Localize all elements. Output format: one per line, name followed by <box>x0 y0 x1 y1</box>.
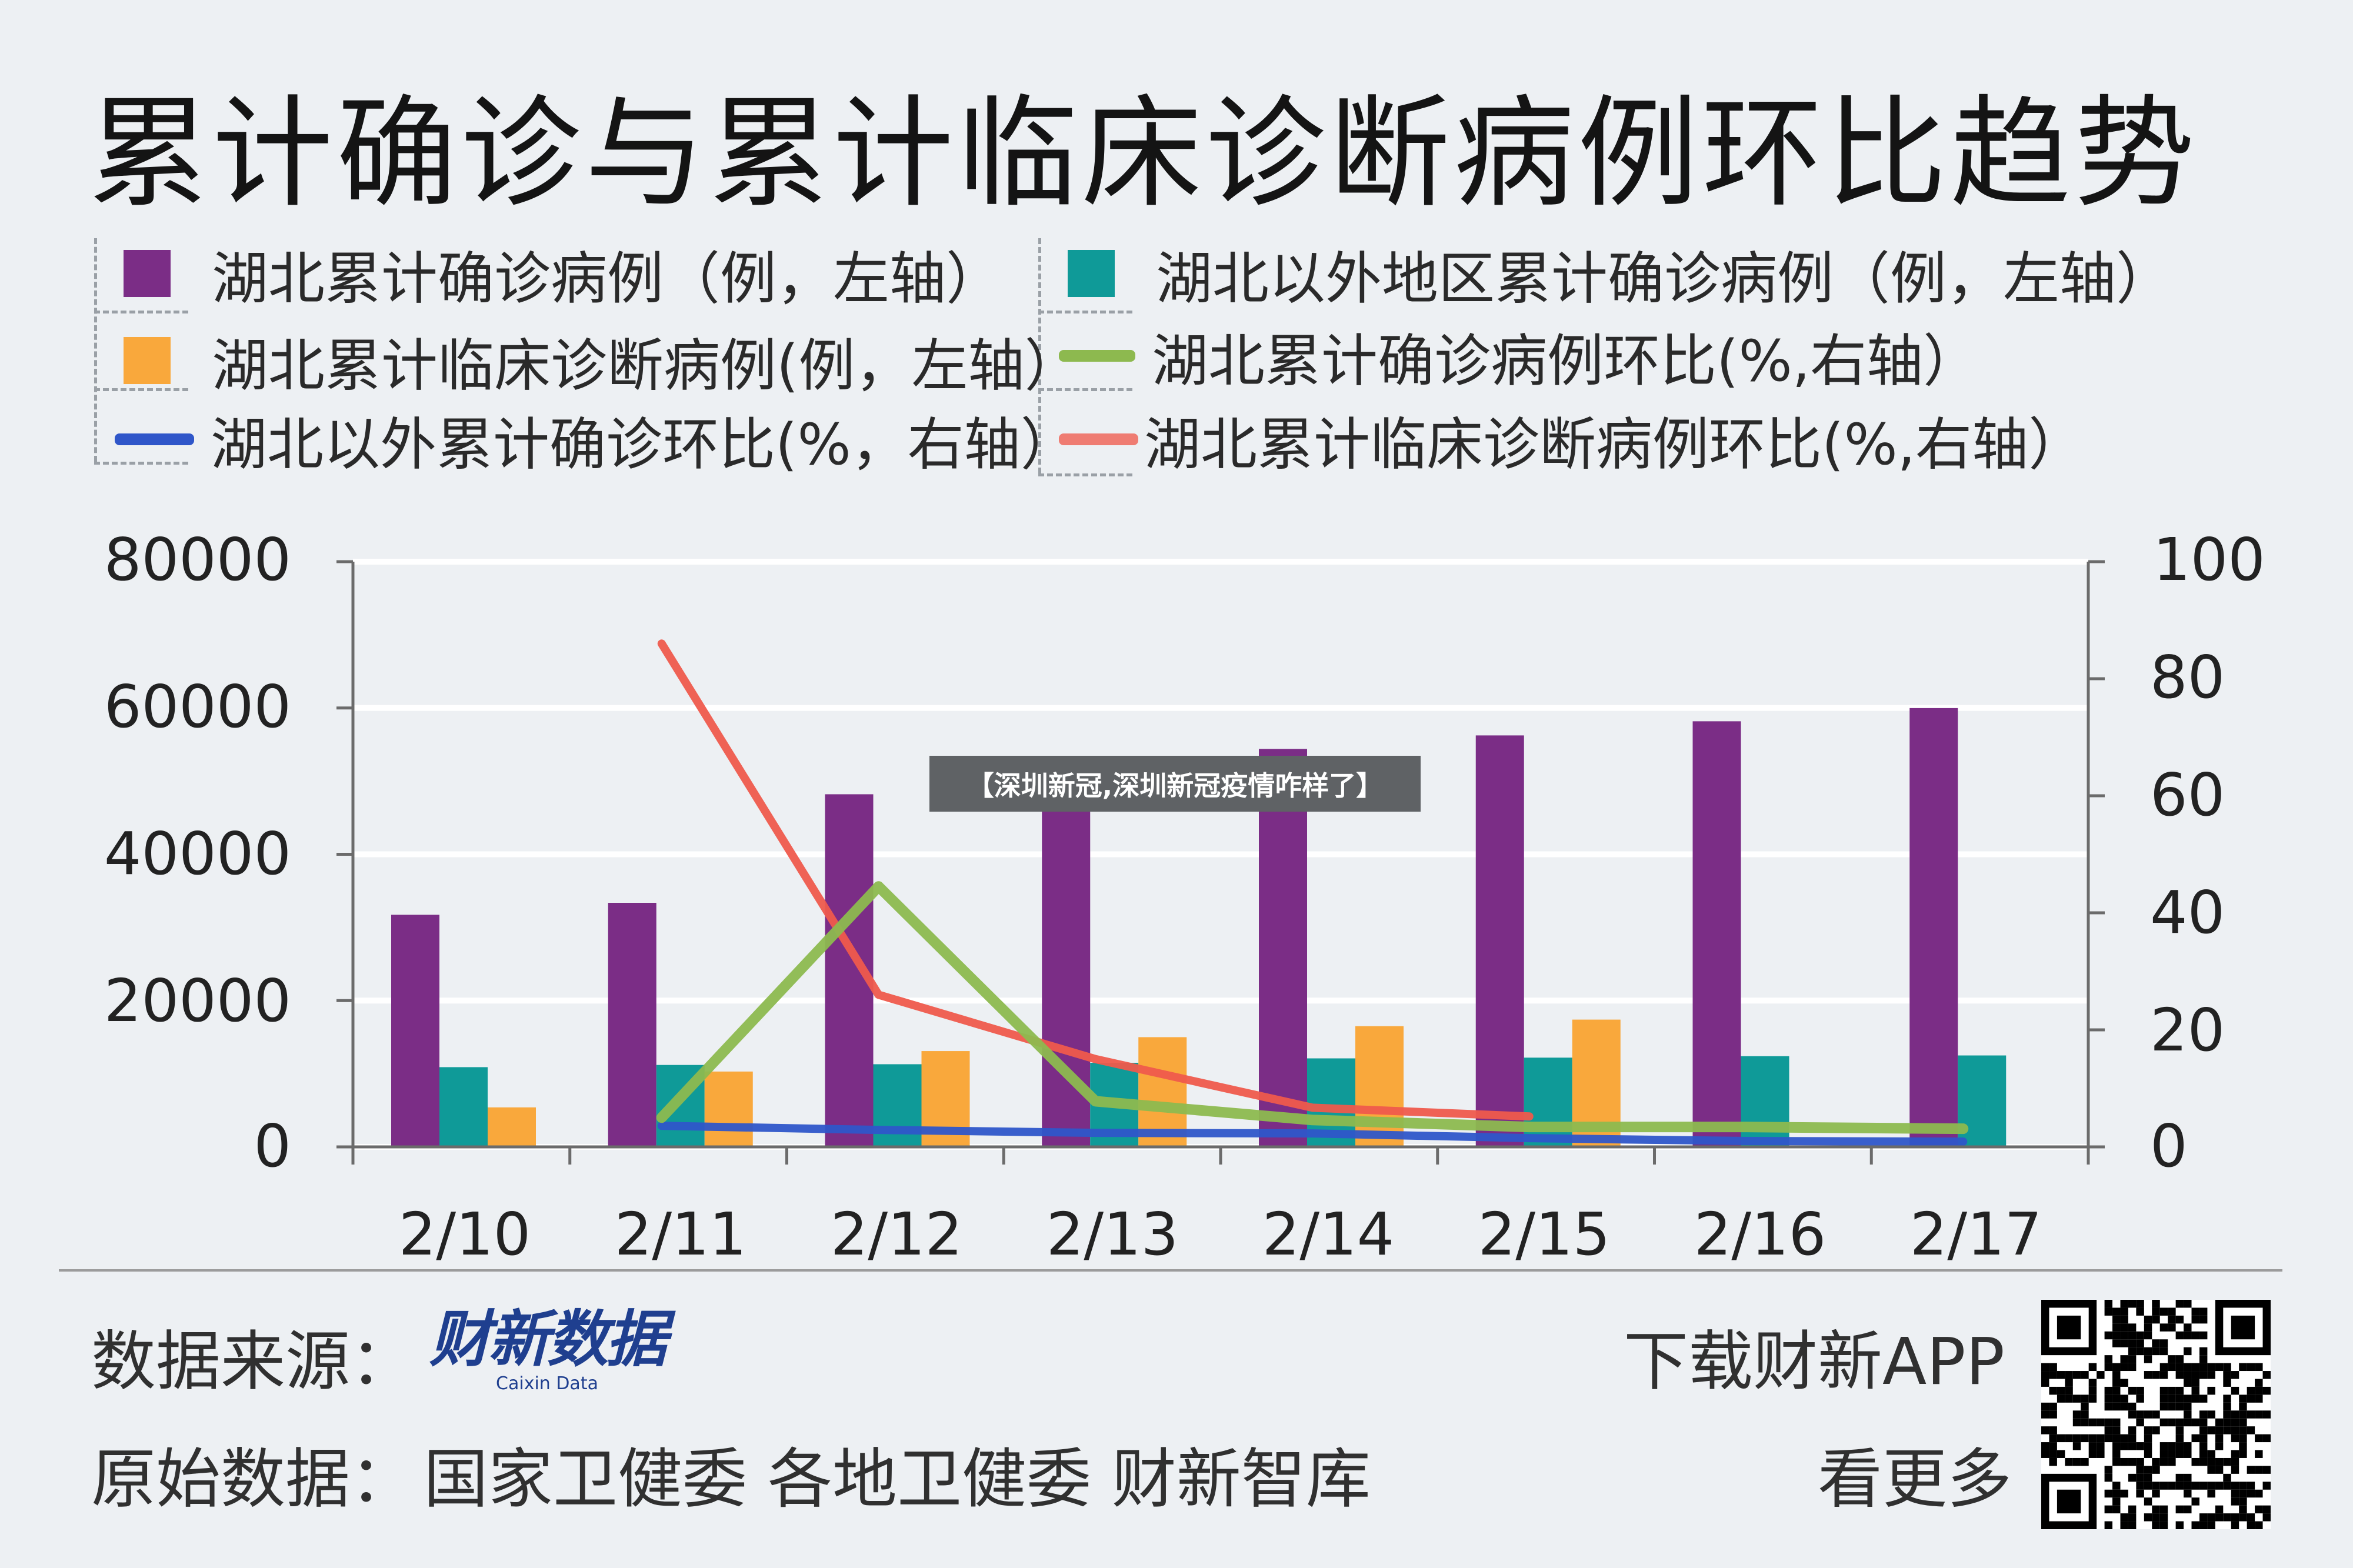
overlay-caption: 【深圳新冠,深圳新冠疫情咋样了】 <box>929 756 1421 812</box>
legend-divider <box>94 462 188 465</box>
chart-title: 累计确诊与累计临床诊断病例环比趋势 <box>88 84 2198 224</box>
legend-label: 湖北累计确诊病例（例，左轴） <box>212 245 1002 312</box>
legend-item-hubei-confirmed-ratio: 湖北累计确诊病例环比(%,右轴） <box>1059 318 1979 394</box>
legend-divider <box>94 388 188 391</box>
legend-label: 湖北累计临床诊断病例(例，左轴） <box>212 332 1081 399</box>
x-tick: 2/17 <box>1909 1200 2042 1269</box>
x-tick: 2/10 <box>398 1200 531 1269</box>
y-left-tick: 0 <box>254 1112 291 1180</box>
download-app-text: 下载财新APP <box>1624 1324 2005 1399</box>
x-tick: 2/15 <box>1478 1200 1611 1269</box>
legend-swatch <box>1068 250 1115 297</box>
legend-label: 湖北以外地区累计确诊病例（例，左轴） <box>1156 245 2172 312</box>
bar <box>1138 1037 1187 1147</box>
legend-swatch <box>1059 433 1138 445</box>
legend-divider <box>1038 388 1132 391</box>
legend-divider <box>1038 238 1041 473</box>
y-left-tick: 40000 <box>104 819 291 888</box>
bar <box>1741 1056 1789 1147</box>
legend-item-outside-ratio: 湖北以外累计确诊环比(%，右轴） <box>115 401 1077 478</box>
bar <box>488 1107 536 1147</box>
y-right-tick: 60 <box>2150 760 2225 829</box>
brand-cn: 财新数据 <box>429 1303 667 1375</box>
series-line <box>656 881 1969 1135</box>
legend-swatch <box>115 433 194 445</box>
x-tick: 2/12 <box>830 1200 963 1269</box>
legend-divider <box>94 311 188 313</box>
bar <box>1475 735 1524 1147</box>
raw-sources: 国家卫健委 各地卫健委 财新智库 <box>424 1442 1371 1517</box>
caixin-data-logo: 财新数据 Caixin Data <box>429 1303 667 1394</box>
y-left-tick: 80000 <box>104 525 291 594</box>
qr-code-icon[interactable] <box>2041 1300 2271 1529</box>
legend-item-hubei-clinical-ratio: 湖北累计临床诊断病例环比(%,右轴） <box>1059 401 2085 478</box>
x-tick: 2/14 <box>1262 1200 1395 1269</box>
y-right-tick: 0 <box>2150 1112 2188 1180</box>
bar <box>391 915 439 1147</box>
x-tick: 2/11 <box>614 1200 747 1269</box>
y-right-tick: 40 <box>2150 878 2225 947</box>
legend-item-hubei-confirmed: 湖北累计确诊病例（例，左轴） <box>124 235 1002 312</box>
bar <box>608 903 656 1147</box>
legend-swatch <box>124 337 171 384</box>
x-tick: 2/16 <box>1694 1200 1827 1269</box>
bar <box>1909 708 1958 1147</box>
legend-divider <box>1038 473 1132 476</box>
bar <box>704 1071 753 1147</box>
y-right-tick: 20 <box>2150 996 2225 1065</box>
footer-divider <box>59 1269 2282 1272</box>
bar <box>1524 1057 1572 1147</box>
y-left-tick: 60000 <box>104 672 291 741</box>
series-line <box>657 639 1534 1121</box>
bar <box>1259 749 1307 1147</box>
legend-label: 湖北累计确诊病例环比(%,右轴） <box>1152 328 1980 394</box>
series-line <box>657 1122 1968 1146</box>
legend-item-outside-confirmed: 湖北以外地区累计确诊病例（例，左轴） <box>1068 235 2172 312</box>
legend-divider <box>94 238 97 462</box>
source-label: 数据来源： <box>91 1324 415 1399</box>
brand-en: Caixin Data <box>496 1373 598 1394</box>
legend-label: 湖北累计临床诊断病例环比(%,右轴） <box>1144 411 2085 478</box>
legend-divider <box>1038 311 1132 313</box>
legend-item-hubei-clinical: 湖北累计临床诊断病例(例，左轴） <box>124 322 1081 399</box>
x-tick: 2/13 <box>1046 1200 1179 1269</box>
legend-swatch <box>1059 350 1135 362</box>
bar <box>1692 721 1741 1147</box>
bar <box>1355 1026 1404 1147</box>
y-right-tick: 100 <box>2153 525 2265 594</box>
see-more-text: 看更多 <box>1818 1442 2012 1517</box>
legend-swatch <box>124 250 171 297</box>
bar <box>439 1067 488 1147</box>
y-left-tick: 20000 <box>104 966 291 1035</box>
y-right-tick: 80 <box>2150 643 2225 712</box>
legend-label: 湖北以外累计确诊环比(%，右轴） <box>211 411 1077 478</box>
raw-source-label: 原始数据： <box>91 1442 415 1517</box>
